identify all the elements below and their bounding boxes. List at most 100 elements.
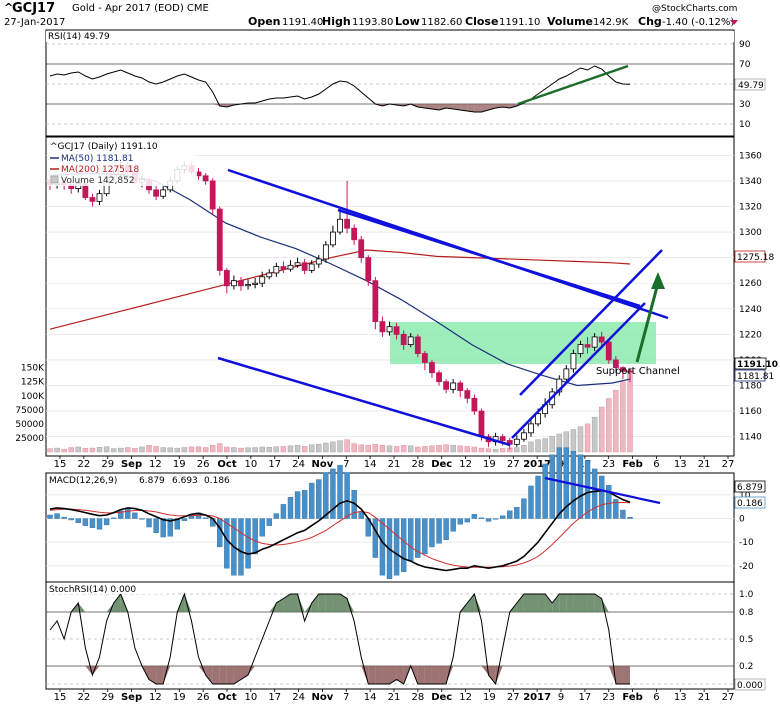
candle-body bbox=[209, 180, 216, 210]
volume-bar bbox=[528, 441, 534, 453]
arrow-head-icon bbox=[651, 272, 665, 289]
volume-bar bbox=[627, 371, 633, 453]
macd-histogram-bar bbox=[238, 518, 244, 576]
x-axis-bottom: 15 22 29 Sep 12 19 26 Oct 10 17 24 Nov 7 14 21 28 Dec 12 1… bbox=[54, 689, 734, 703]
x-tick-label: 27 bbox=[507, 692, 520, 703]
price-tick-label: 1220 bbox=[739, 330, 762, 340]
volume-bar bbox=[620, 381, 626, 453]
macd-histogram-bar bbox=[252, 518, 258, 555]
volume-bar bbox=[231, 447, 237, 453]
x-tick-label: 29 bbox=[101, 459, 114, 470]
candle-body bbox=[436, 372, 442, 383]
stoch-oversold-fill bbox=[417, 666, 425, 684]
x-tick-label: 21 bbox=[388, 459, 401, 470]
stoch-overbought-fill bbox=[78, 603, 86, 612]
x-tick-label: 19 bbox=[173, 459, 186, 470]
volume-bar bbox=[75, 446, 81, 453]
stochrsi-line bbox=[49, 592, 630, 686]
high-value: 1193.80 bbox=[352, 17, 393, 28]
legend-ma200: MA(200) 1275.18 bbox=[61, 165, 139, 175]
ma200-tag: 1275.18 bbox=[737, 253, 774, 263]
stoch-oversold-fill bbox=[156, 666, 164, 684]
volume-bar bbox=[514, 447, 520, 453]
candle-body bbox=[620, 367, 626, 372]
volume-bar bbox=[259, 446, 265, 453]
rsi-oversold-fill bbox=[453, 104, 461, 110]
macd-tick-label: 0 bbox=[739, 515, 745, 525]
candle-body bbox=[96, 193, 103, 202]
lower-trendline bbox=[217, 356, 511, 447]
volume-bar bbox=[202, 447, 209, 453]
macd-tag: 6.879 bbox=[737, 483, 763, 493]
macd-histogram-bar bbox=[535, 475, 541, 519]
macd-histogram-bar bbox=[125, 508, 131, 519]
x-tick-label: 26 bbox=[197, 459, 210, 470]
volume-bar bbox=[125, 447, 131, 453]
macd-histogram-bar bbox=[584, 460, 591, 519]
close-value: 1191.10 bbox=[499, 17, 540, 28]
macd-histogram-bar bbox=[68, 518, 74, 521]
macd-histogram-bar bbox=[521, 498, 527, 519]
x-axis-top: 15 22 29 Sep 12 19 26 Oct 10 17 24 Nov 7 14 21 28 Dec 12 1… bbox=[54, 456, 734, 470]
volume-bar bbox=[309, 444, 315, 453]
macd-histogram-bar bbox=[224, 518, 230, 569]
x-tick-label: 14 bbox=[364, 459, 377, 470]
macd-histogram-bar bbox=[287, 497, 294, 519]
candle-body bbox=[160, 189, 167, 197]
stoch-oversold-fill bbox=[212, 666, 220, 684]
stoch-oversold-fill bbox=[622, 666, 630, 684]
macd-histogram-bar bbox=[160, 518, 166, 538]
stochrsi-tag: 0.000 bbox=[737, 681, 763, 691]
x-tick-label: 21 bbox=[698, 692, 711, 703]
candle-body bbox=[393, 326, 400, 335]
rsi-tick-label: 70 bbox=[739, 60, 751, 70]
volume-bar bbox=[301, 446, 308, 453]
macd-histogram-bar bbox=[118, 510, 124, 519]
macd-tick-label: -20 bbox=[739, 562, 754, 572]
stoch-overbought-fill bbox=[523, 594, 531, 612]
x-tick-label: 10 bbox=[244, 459, 257, 470]
volume-bar bbox=[535, 439, 541, 453]
volume-bar bbox=[139, 446, 145, 453]
candle-body bbox=[344, 218, 350, 229]
stoch-overbought-fill bbox=[580, 594, 588, 612]
candle-body bbox=[287, 264, 294, 270]
volume-bar bbox=[436, 445, 442, 453]
stoch-overbought-fill bbox=[269, 603, 277, 612]
volume-bar bbox=[613, 389, 619, 453]
volume-bar bbox=[599, 406, 605, 453]
macd-histogram-bar bbox=[606, 485, 612, 519]
mid-trendline bbox=[337, 208, 641, 308]
macd-histogram-bar bbox=[344, 472, 350, 519]
macd-histogram-bar bbox=[599, 475, 605, 519]
candle-body bbox=[372, 280, 379, 322]
volume-bar bbox=[167, 447, 173, 453]
macd-histogram-bar bbox=[146, 518, 152, 528]
x-tick-label: 2017 bbox=[523, 692, 551, 703]
down-arrow-icon bbox=[730, 20, 738, 25]
candle-body bbox=[216, 208, 223, 271]
x-tick-label: 2017 bbox=[523, 459, 551, 470]
macd-histogram-bar bbox=[280, 504, 287, 519]
candle-body bbox=[301, 262, 308, 271]
volume-bar bbox=[89, 447, 96, 453]
candle-body bbox=[584, 344, 591, 348]
volume-bar bbox=[316, 443, 322, 453]
candle-body bbox=[238, 280, 244, 287]
volume-bar bbox=[450, 445, 456, 453]
rsi-panel: 9070503010 RSI(14) 49.79 49.79 bbox=[45, 29, 766, 137]
x-tick-label: 12 bbox=[149, 692, 162, 703]
stoch-overbought-fill bbox=[552, 594, 560, 612]
volume-bar bbox=[245, 447, 251, 453]
volume-bar bbox=[217, 443, 223, 453]
stoch-oversold-fill bbox=[205, 666, 213, 684]
macd-histogram-bar bbox=[457, 518, 463, 525]
x-tick-label: Feb bbox=[622, 459, 642, 470]
volume-bar bbox=[485, 448, 492, 453]
price-tick-label: 1260 bbox=[739, 279, 762, 289]
x-tick-label: 19 bbox=[483, 459, 496, 470]
volume-bar bbox=[606, 398, 612, 453]
open-label: Open bbox=[248, 15, 281, 28]
x-tick-label: 12 bbox=[459, 459, 472, 470]
macd-histogram-bar bbox=[478, 517, 485, 519]
